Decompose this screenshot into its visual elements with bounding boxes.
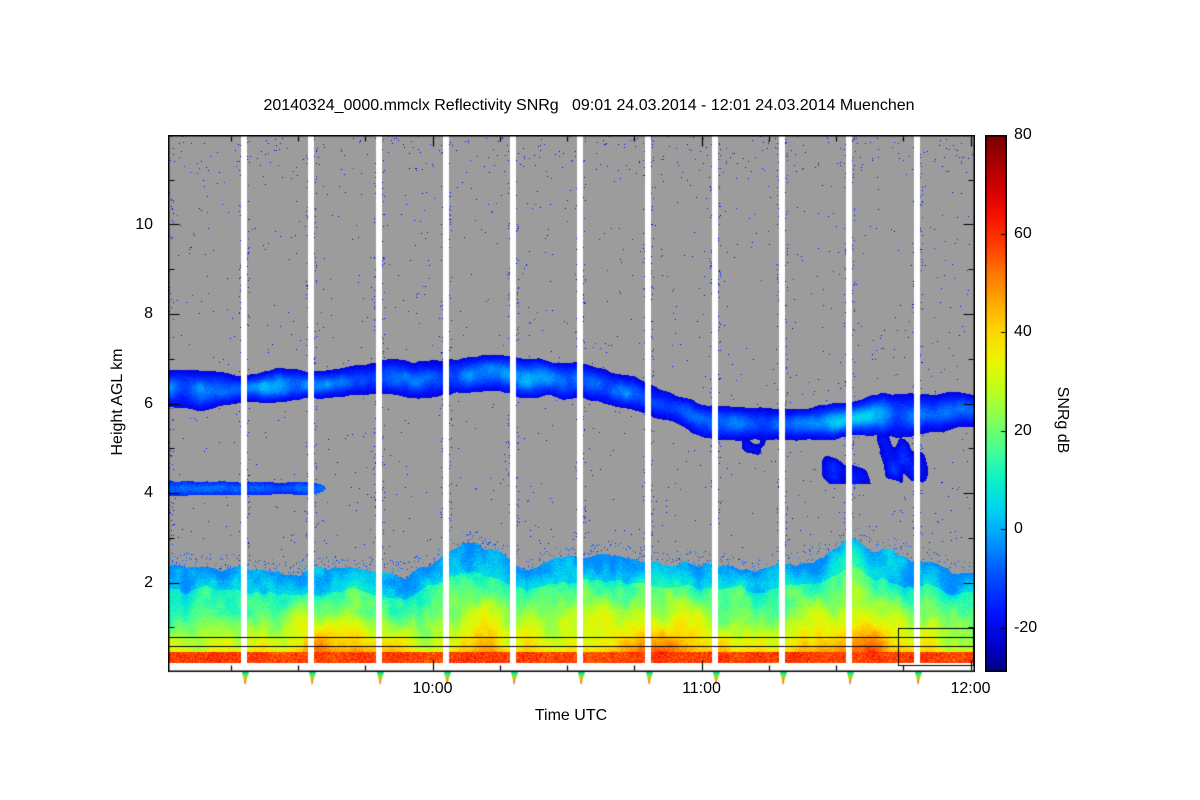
colorbar-tick-label: 60: [1014, 224, 1032, 242]
colorbar-tick-label: -20: [1014, 618, 1038, 636]
x-axis-tick-label: 10:00: [412, 680, 453, 697]
x-axis-label: Time UTC: [534, 707, 608, 724]
y-axis-label: Height AGL km: [109, 348, 126, 456]
y-axis-tick-label: 8: [144, 305, 153, 322]
reflectivity-heatmap: [168, 135, 975, 688]
plot-title: 20140324_0000.mmclx Reflectivity SNRg 09…: [263, 97, 915, 114]
x-axis-tick-label: 12:00: [950, 680, 991, 697]
colorbar-tick-label: 0: [1014, 520, 1023, 538]
y-axis-tick-label: 2: [144, 573, 153, 591]
colorbar: [985, 135, 1007, 672]
colorbar-label: SNRg dB: [1054, 386, 1071, 454]
colorbar-tick-label: 80: [1014, 126, 1032, 143]
y-axis-tick-label: 4: [144, 484, 153, 501]
colorbar-tick-label: 20: [1014, 421, 1032, 439]
y-axis-tick-label: 10: [135, 215, 153, 233]
y-axis-tick-label: 6: [144, 394, 153, 412]
x-axis-tick-label: 11:00: [682, 680, 721, 697]
colorbar-tick-label: 40: [1014, 323, 1032, 341]
